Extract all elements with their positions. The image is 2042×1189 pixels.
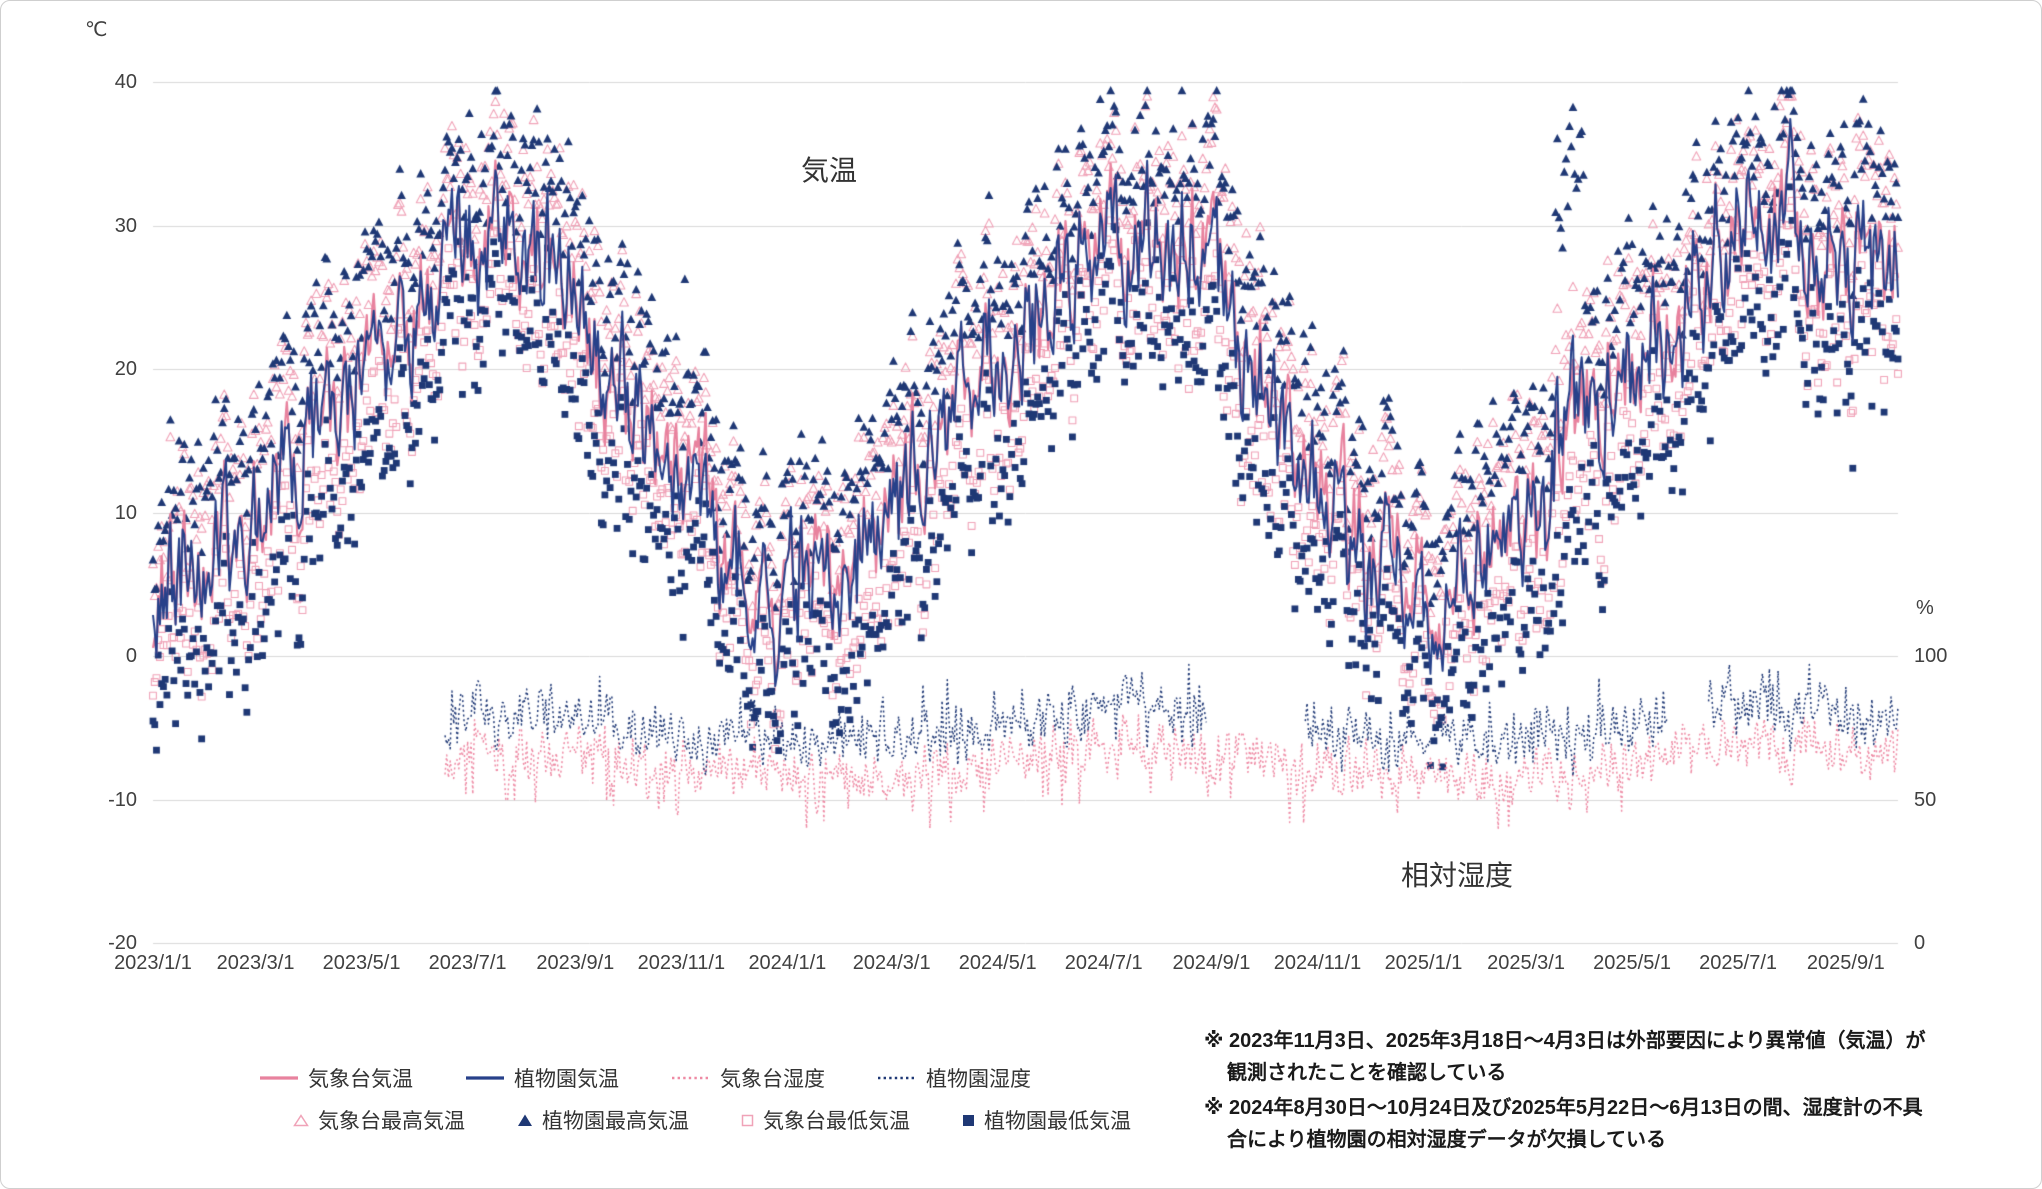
legend-item-shokubutsuen-saitei-kion: 植物園最低気温 [962,1105,1131,1135]
chart-legend: 気象台気温 植物園気温 気象台湿度 植物園湿度 気象台最高気温 植物園 [259,1057,1131,1141]
y-axis-tick-right: 50 [1914,788,1937,811]
legend-label: 植物園湿度 [926,1068,1031,1091]
footnote-anomaly: ※ 2023年11月3日、2025年3月18日～4月3日は外部要因により異常値（… [1204,1030,1926,1084]
x-axis-tick-label: 2025/3/1 [1487,952,1565,974]
x-axis-tick-label: 2025/5/1 [1593,952,1671,974]
x-axis-tick-label: 2025/7/1 [1699,952,1778,974]
x-axis-tick-label: 2024/11/1 [1273,952,1362,974]
x-axis-tick-label: 2024/9/1 [1172,952,1251,974]
pink-line-icon [259,1074,299,1082]
legend-item-shokubutsuen-shitsudo: 植物園湿度 [877,1063,1031,1093]
legend-item-shokubutsuen-kion: 植物園気温 [465,1063,619,1093]
legend-item-kishodai-saitei-kion: 気象台最低気温 [741,1105,910,1135]
y-axis-tick-left: 40 [114,71,137,93]
legend-row-1: 気象台気温 植物園気温 気象台湿度 植物園湿度 [259,1057,1131,1099]
y-axis-tick-right: 100 [1914,645,1948,667]
legend-item-kishodai-kion: 気象台気温 [259,1063,413,1093]
open-triangle-icon [293,1113,309,1128]
x-axis-tick-label: 2025/9/1 [1806,952,1885,974]
legend-label: 気象台気温 [308,1068,413,1091]
legend-label: 植物園最高気温 [542,1110,689,1133]
legend-label: 気象台湿度 [720,1068,825,1091]
footnotes: ※ 2023年11月3日、2025年3月18日～4月3日は外部要因により異常値（… [1204,1025,1939,1159]
legend-item-shokubutsuen-saiko-kion: 植物園最高気温 [517,1105,689,1135]
blue-line-icon [465,1074,505,1082]
pink-dotted-line-icon [671,1074,711,1082]
x-axis-tick-label: 2024/7/1 [1064,952,1143,974]
x-axis-tick-label: 2023/5/1 [322,952,401,974]
filled-triangle-icon [517,1113,533,1128]
x-axis-tick-label: 2024/5/1 [958,952,1037,974]
x-axis-tick-label: 2023/7/1 [428,952,507,974]
legend-label: 気象台最低気温 [763,1110,910,1133]
x-axis-tick-label: 2024/3/1 [852,952,931,974]
open-square-icon [741,1114,754,1127]
y-axis-unit-percent: % [1916,597,1934,619]
y-axis-tick-left: -10 [108,788,137,811]
legend-label: 気象台最高気温 [318,1110,465,1133]
temperature-series-label: 気温 [801,155,858,186]
blue-dotted-line-icon [877,1074,917,1082]
x-axis-tick-label: 2023/1/1 [114,952,192,974]
y-axis-unit-celsius: ℃ [85,19,108,41]
y-axis-tick-left: -20 [108,932,137,954]
legend-label: 植物園最低気温 [984,1110,1131,1133]
x-axis-tick-label: 2024/1/1 [748,952,827,974]
y-axis-tick-right: 0 [1914,932,1926,954]
y-axis-tick-left: 0 [125,645,137,667]
x-axis-tick-label: 2023/11/1 [637,952,726,974]
footnote-humidity-gap: ※ 2024年8月30日～10月24日及び2025年5月22日～6月13日の間、… [1204,1097,1923,1151]
y-axis-tick-left: 30 [114,214,137,237]
legend-row-2: 気象台最高気温 植物園最高気温 気象台最低気温 植物園最低気温 [293,1099,1131,1141]
y-axis-tick-left: 20 [114,358,137,380]
x-axis-tick-label: 2025/1/1 [1384,952,1463,974]
filled-square-icon [962,1114,975,1127]
legend-item-kishodai-shitsudo: 気象台湿度 [671,1063,825,1093]
x-axis-tick-label: 2023/3/1 [216,952,295,974]
humidity-series-label: 相対湿度 [1401,860,1514,891]
legend-label: 植物園気温 [514,1068,619,1091]
x-axis-tick-label: 2023/9/1 [536,952,615,974]
y-axis-tick-left: 10 [114,501,137,524]
legend-item-kishodai-saiko-kion: 気象台最高気温 [293,1105,465,1135]
